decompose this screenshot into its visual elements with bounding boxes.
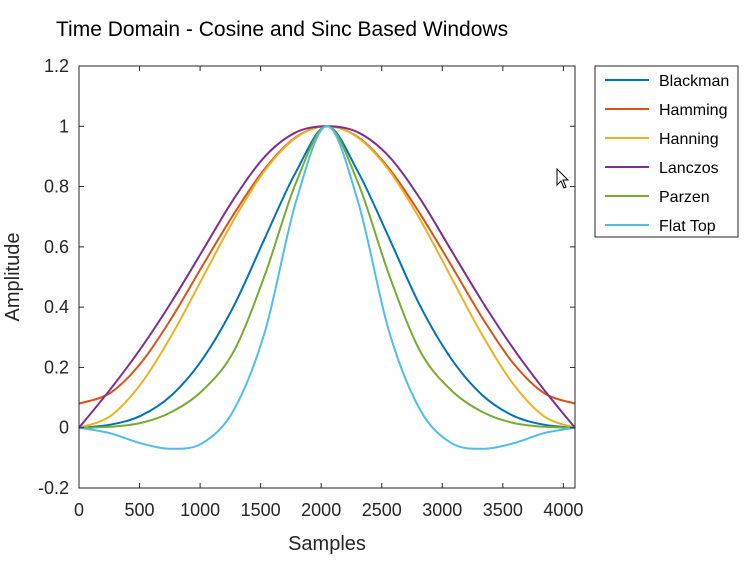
x-tick-label: 2500 [362,500,402,520]
y-tick-label: 0.4 [44,297,69,317]
series-line-blackman [78,125,576,429]
x-tick-label: 3500 [483,500,523,520]
y-tick-label: 1.2 [44,56,69,76]
x-tick-label: 2000 [301,500,341,520]
y-tick-label: 0.2 [44,357,69,377]
y-tick-label: 0.8 [44,177,69,197]
legend-label: Lanczos [659,160,719,177]
y-tick-label: -0.2 [38,478,69,498]
x-tick-label: 500 [125,500,155,520]
x-tick-label: 4000 [543,500,583,520]
x-tick-label: 3000 [422,500,462,520]
x-tick-label: 1500 [241,500,281,520]
y-tick-label: 1 [59,116,69,136]
x-tick-label: 0 [74,500,84,520]
y-tick-label: 0.6 [44,237,69,257]
series-line-hamming [78,125,576,405]
legend-label: Parzen [659,189,710,206]
legend: Blackman Hamming Hanning Lanczos Parzen Flat … [594,65,739,238]
legend-label: Blackman [659,73,729,90]
chart-title: Time Domain - Cosine and Sinc Based Wind… [56,18,508,41]
plot-lines [78,125,576,450]
axes-box [78,65,576,489]
legend-label: Hanning [659,131,719,148]
series-line-flat-top [78,125,576,450]
mouse-cursor-icon [556,168,570,189]
series-line-lanczos [78,125,576,429]
legend-label: Hamming [659,102,727,119]
x-tick-label: 1000 [180,500,220,520]
legend-box [594,65,739,238]
series-line-parzen [78,125,576,429]
axis-ticks: 0 500 1000 1500 2000 2500 3000 3500 4000-0.200.2… [38,56,583,520]
y-axis-label: Amplitude [2,233,24,322]
y-tick-label: 0 [59,418,69,438]
x-axis-label: Samples [288,533,366,555]
legend-label: Flat Top [659,218,716,235]
series-line-hanning [78,125,576,429]
